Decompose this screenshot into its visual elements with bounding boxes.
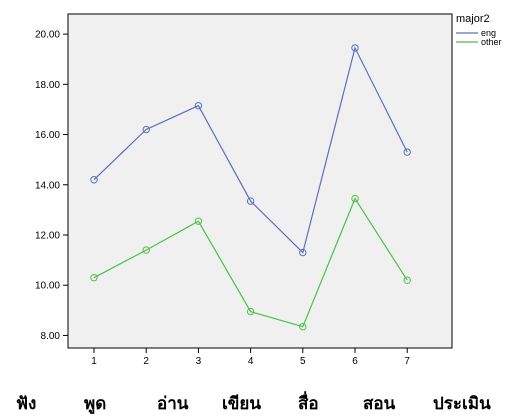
data-point-eng — [246, 197, 255, 205]
x-tick-label: 1 — [91, 356, 97, 367]
data-point-other — [194, 217, 203, 225]
category-label: ฟัง — [16, 394, 36, 414]
data-point-eng — [90, 176, 98, 184]
data-point-other — [90, 273, 98, 282]
legend-label-other: other — [481, 37, 502, 47]
x-tick-label: 2 — [143, 356, 149, 367]
x-tick-label: 5 — [300, 356, 306, 367]
y-tick-label: 20.00 — [35, 30, 60, 41]
legend: major2 eng other — [456, 13, 502, 47]
data-point-other — [246, 307, 255, 316]
y-tick-label: 12.00 — [35, 230, 60, 241]
x-tick-label: 7 — [404, 356, 410, 367]
series-layer — [90, 44, 411, 331]
data-point-eng — [403, 148, 411, 156]
x-tick-label: 4 — [248, 356, 254, 367]
y-tick-label: 10.00 — [35, 281, 60, 292]
y-tick-label: 16.00 — [35, 130, 60, 141]
data-point-eng — [299, 248, 307, 257]
category-label: เขียน — [222, 393, 261, 414]
data-point-eng — [142, 125, 150, 134]
x-axis: 1 2 3 4 5 6 7 — [91, 348, 410, 367]
category-label: อ่าน — [157, 394, 189, 414]
category-label: สอน — [363, 394, 396, 414]
category-label: ประเมิน — [433, 394, 491, 414]
y-tick-label: 18.00 — [35, 80, 60, 91]
x-tick-label: 6 — [352, 356, 358, 367]
category-label: สื่อ — [298, 391, 319, 414]
y-tick-label: 8.00 — [41, 331, 61, 342]
data-point-other — [403, 276, 411, 284]
plot-area — [67, 13, 453, 349]
y-axis: 8.00 10.00 12.00 14.00 16.00 18.00 20.00 — [35, 30, 68, 342]
data-point-other — [351, 194, 359, 203]
series-line-eng — [93, 46, 408, 254]
x-tick-label: 3 — [196, 356, 202, 367]
category-labels: ฟัง พูด อ่าน เขียน สื่อ สอน ประเมิน — [16, 391, 491, 415]
legend-label-eng: eng — [481, 28, 496, 38]
series-line-other — [93, 197, 408, 328]
category-label: พูด — [84, 394, 106, 415]
legend-title: major2 — [456, 13, 490, 25]
data-point-other — [299, 322, 307, 331]
data-point-other — [142, 246, 150, 254]
y-tick-label: 14.00 — [35, 180, 60, 191]
data-point-eng — [194, 101, 203, 110]
data-point-eng — [351, 44, 359, 52]
